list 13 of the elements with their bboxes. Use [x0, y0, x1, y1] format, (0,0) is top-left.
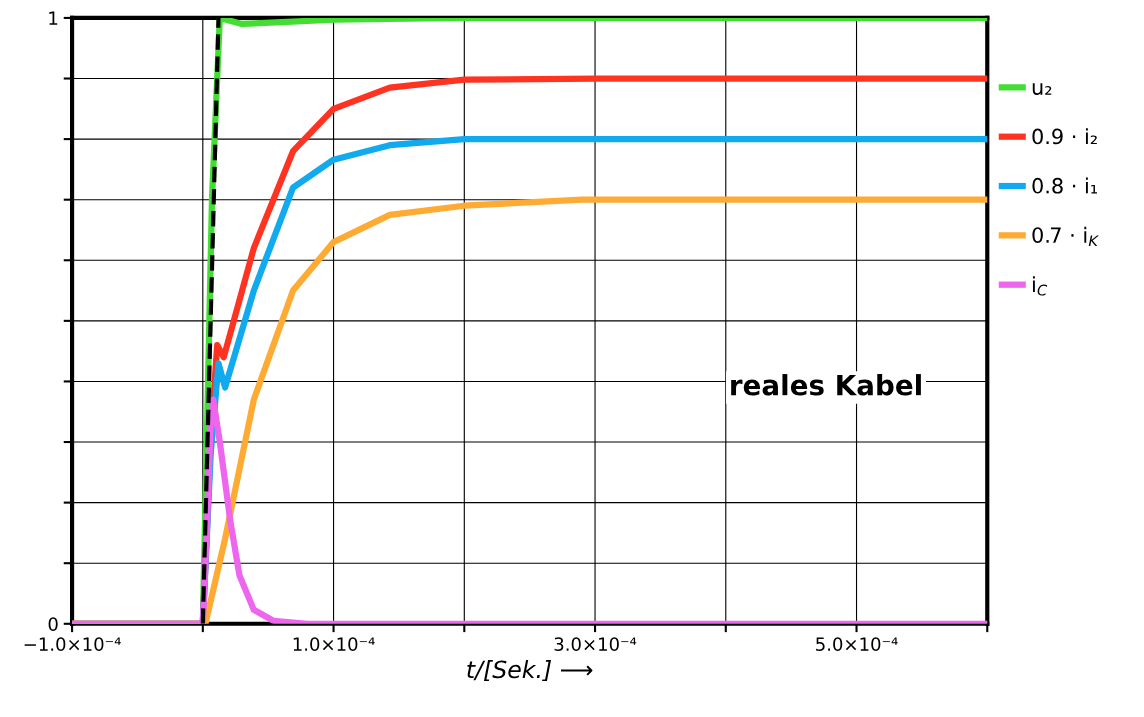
annotation: reales Kabel [731, 374, 921, 396]
legend-label: 0.7 · i$_{K}$ [1032, 226, 1099, 247]
legend-label: u₂ [1032, 82, 1052, 95]
x-tick-label: 5.0×10⁻⁴ [816, 637, 898, 651]
x-tick-label: 3.0×10⁻⁴ [554, 637, 637, 651]
y-tick-label: 0 [48, 617, 58, 631]
x-axis-title: t/[Sek.] ⟶ [467, 660, 593, 682]
legend-label: 0.9 · i₂ [1032, 128, 1097, 145]
y-tick-label: 1 [49, 11, 58, 25]
x-tick-label: 1.0×10⁻⁴ [293, 637, 375, 651]
x-tick-label: −1.0×10⁻⁴ [24, 637, 121, 651]
legend-label: 0.8 · i₁ [1032, 177, 1098, 194]
legend-label: i$_{C}$ [1032, 276, 1048, 296]
